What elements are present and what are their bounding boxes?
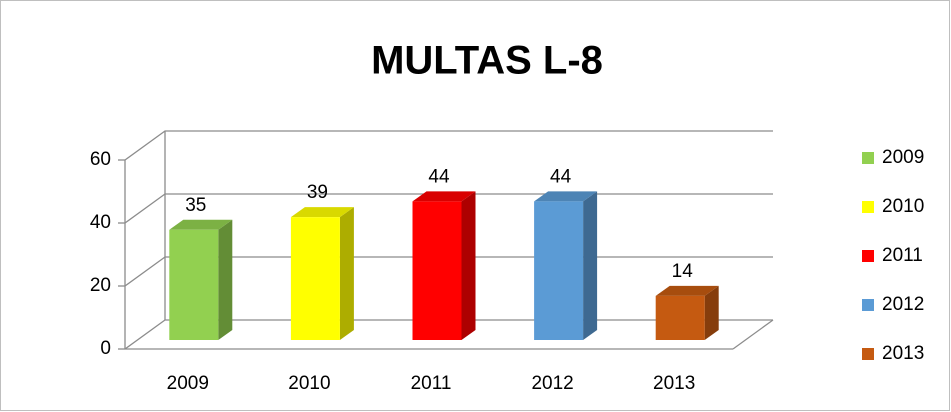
grid-line xyxy=(124,130,773,161)
bar-top xyxy=(534,191,598,202)
x-tick-label: 2009 xyxy=(167,373,209,394)
bar-side xyxy=(704,285,719,340)
bar xyxy=(534,201,584,340)
legend-swatch xyxy=(862,250,874,262)
bar xyxy=(169,229,219,340)
floor-edge xyxy=(732,319,774,350)
x-tick-label: 2010 xyxy=(288,373,330,394)
legend-label: 2013 xyxy=(882,343,924,364)
bar-side xyxy=(583,191,598,340)
data-label: 39 xyxy=(307,182,328,203)
bar-top xyxy=(655,285,719,296)
y-tick-label: 40 xyxy=(90,212,111,233)
bar-top xyxy=(412,191,476,202)
data-label: 14 xyxy=(672,261,694,282)
bar-side xyxy=(461,191,476,340)
bar-side xyxy=(218,219,233,340)
bar-top xyxy=(169,219,233,230)
legend-swatch xyxy=(862,299,874,311)
bar xyxy=(655,295,705,340)
bar xyxy=(290,217,340,340)
legend-label: 2009 xyxy=(882,147,924,168)
y-tick-label: 60 xyxy=(90,149,111,170)
legend-swatch xyxy=(862,201,874,213)
data-label: 44 xyxy=(550,166,572,187)
bar-top xyxy=(290,207,354,218)
legend-swatch xyxy=(862,348,874,360)
bar xyxy=(412,201,462,340)
x-tick-label: 2012 xyxy=(531,373,573,394)
legend-label: 2011 xyxy=(882,245,923,266)
legend-label: 2010 xyxy=(882,196,924,217)
bar-side xyxy=(339,207,354,340)
data-label: 44 xyxy=(428,166,450,187)
data-label: 35 xyxy=(185,195,206,216)
legend-swatch xyxy=(862,152,874,164)
y-tick-label: 20 xyxy=(90,275,111,296)
y-tick-label: 0 xyxy=(100,338,111,359)
chart-title: MULTAS L-8 xyxy=(371,39,603,83)
x-tick-label: 2013 xyxy=(653,373,695,394)
x-tick-label: 2011 xyxy=(411,373,452,394)
legend-label: 2012 xyxy=(882,294,924,315)
